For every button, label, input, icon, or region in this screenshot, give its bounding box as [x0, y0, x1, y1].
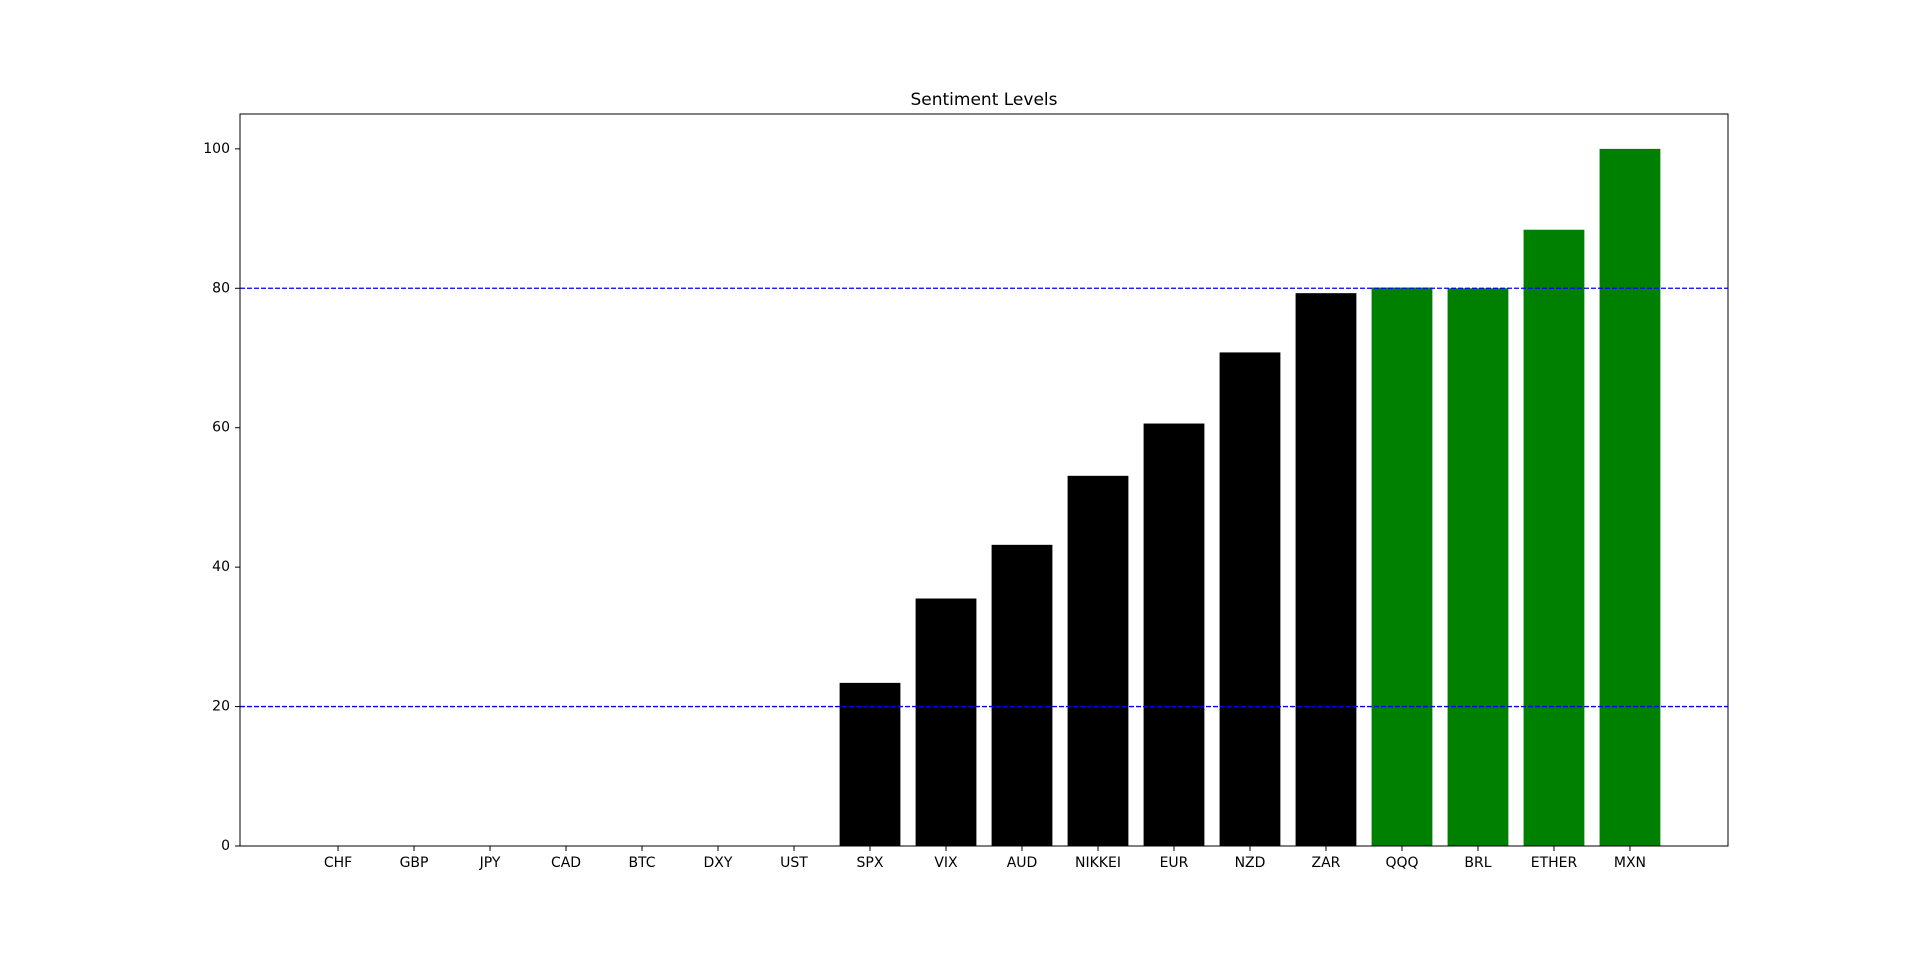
y-tick-label: 0	[221, 838, 230, 854]
x-tick-label: VIX	[934, 855, 958, 871]
x-tick-label: CHF	[324, 855, 352, 871]
plot-frame	[239, 113, 1729, 847]
y-tick-label: 60	[212, 420, 230, 436]
y-tick-label: 100	[203, 141, 230, 157]
bar	[1447, 288, 1509, 846]
y-tick-label: 80	[212, 280, 230, 296]
bar	[915, 598, 977, 846]
bar	[1295, 293, 1357, 846]
x-tick-label: NIKKEI	[1075, 855, 1121, 871]
x-tick-label: BTC	[628, 855, 655, 871]
bar	[1523, 229, 1585, 846]
x-tick-label: SPX	[857, 855, 884, 871]
bar	[991, 544, 1053, 846]
bar	[1371, 287, 1433, 846]
bar	[1599, 148, 1661, 846]
x-tick-label: JPY	[479, 855, 501, 871]
x-tick-label: ETHER	[1531, 855, 1578, 871]
chart-title: Sentiment Levels	[910, 90, 1057, 110]
x-tick-label: AUD	[1007, 855, 1038, 871]
y-tick-label: 20	[212, 699, 230, 715]
bar	[1219, 352, 1281, 846]
x-tick-label: QQQ	[1385, 855, 1418, 871]
x-tick-label: DXY	[704, 855, 733, 871]
x-tick-label: ZAR	[1312, 855, 1341, 871]
x-tick-label: CAD	[551, 855, 581, 871]
bar	[1067, 475, 1129, 846]
x-tick-label: GBP	[400, 855, 429, 871]
x-tick-label: UST	[780, 855, 808, 871]
y-tick-label: 40	[212, 559, 230, 575]
x-tick-label: MXN	[1614, 855, 1646, 871]
x-tick-label: NZD	[1235, 855, 1266, 871]
bar	[1143, 423, 1205, 846]
x-tick-label: EUR	[1160, 855, 1189, 871]
bar	[839, 682, 901, 846]
x-tick-label: BRL	[1464, 855, 1491, 871]
